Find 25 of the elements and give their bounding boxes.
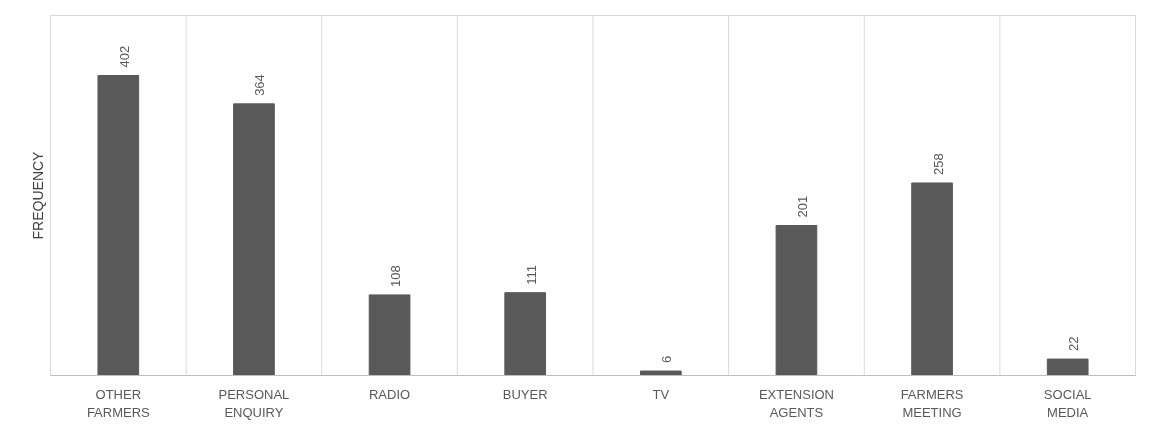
y-axis-title: FREQUENCY <box>29 150 46 240</box>
x-tick-label: BUYER <box>502 386 548 402</box>
data-label: 108 <box>388 265 404 287</box>
data-label: 364 <box>252 74 268 96</box>
bar <box>1046 358 1089 376</box>
x-tick-label: TV <box>652 386 670 402</box>
bar <box>368 294 411 376</box>
bar <box>775 225 818 376</box>
x-tick-label: FARMERS MEETING <box>900 386 964 420</box>
bar <box>911 182 953 376</box>
data-label: 6 <box>659 355 675 364</box>
data-label: 201 <box>794 195 810 218</box>
x-tick-label: PERSONAL ENQUIRY <box>218 386 290 420</box>
bar <box>639 370 682 376</box>
x-tick-label: RADIO <box>368 386 411 402</box>
x-tick-label: OTHER FARMERS <box>86 386 151 420</box>
data-label: 22 <box>1066 336 1082 352</box>
bar <box>97 75 140 376</box>
x-tick-label: SOCIAL MEDIA <box>1043 386 1092 420</box>
data-label: 111 <box>523 264 539 285</box>
data-label: 258 <box>930 153 946 175</box>
data-label: 402 <box>116 45 132 68</box>
x-tick-label: EXTENSION AGENTS <box>758 386 834 420</box>
bar <box>233 103 275 376</box>
bar <box>504 292 547 376</box>
